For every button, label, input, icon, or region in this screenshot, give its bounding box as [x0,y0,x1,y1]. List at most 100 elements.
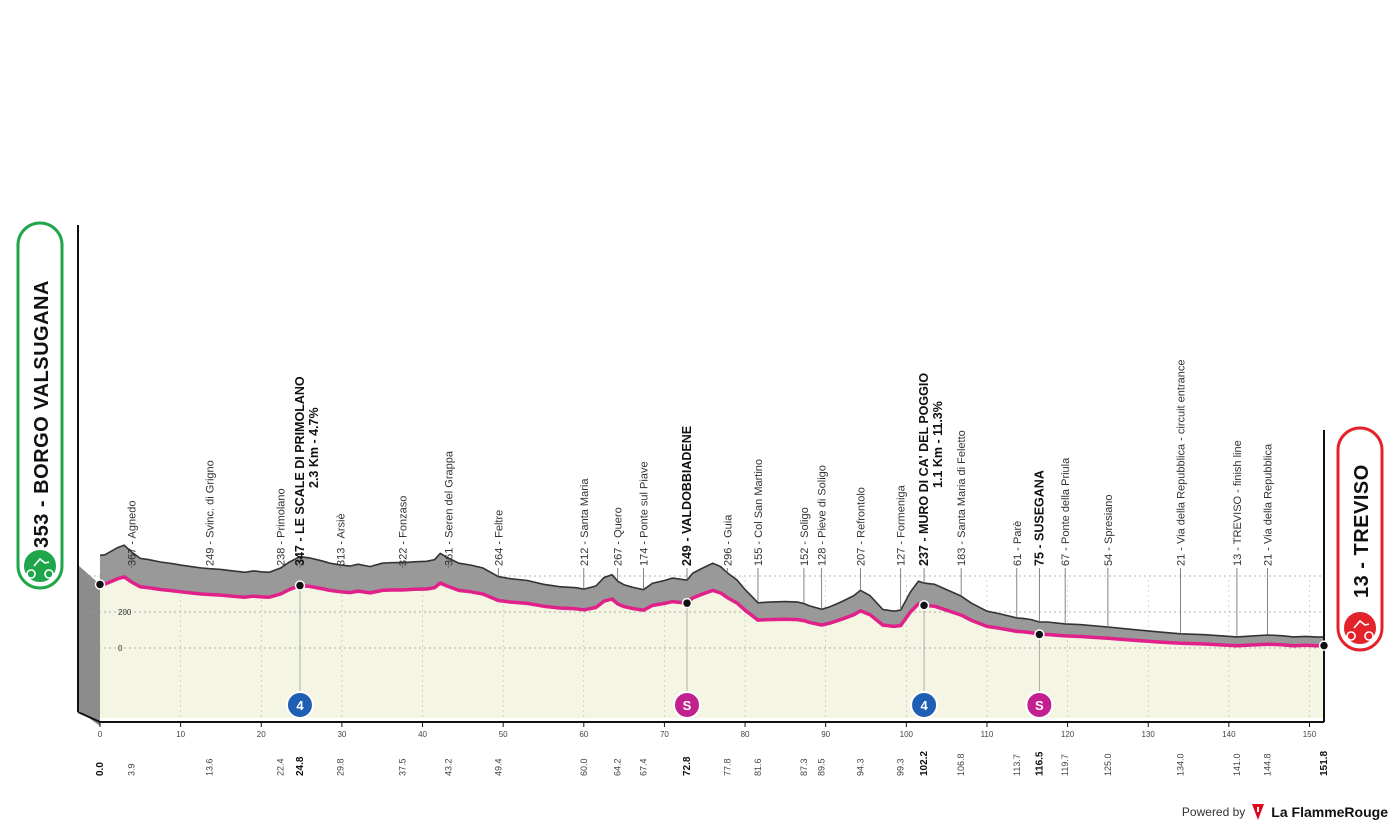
waypoint-label: 21 - Via della Repubblica [1263,443,1275,566]
finish-dot [1318,640,1330,651]
badge-label: 4 [920,698,928,713]
km-label: 0.0 [95,762,106,776]
km-label: 94.3 [855,758,865,776]
brand-name: La FlammeRouge [1271,804,1388,820]
waypoint-labels: 367 - Agnedo 249 - Svinc. di Grigno 238 - … [126,360,1274,566]
km-label: 64.2 [613,758,623,776]
x-tick-label: 20 [257,730,266,739]
x-tick-label: 120 [1061,730,1075,739]
waypoint-label: 249 - Svinc. di Grigno [205,460,217,566]
waypoint-label: 183 - Santa Maria di Feletto [956,430,968,566]
start-flag [16,221,64,590]
waypoint-label: 238 - Primolano [276,488,288,566]
km-label: 77.8 [722,758,732,776]
km-label: 67.4 [638,758,648,776]
km-label: 141.0 [1232,753,1242,776]
climb-detail-label: 1.1 Km - 11.3% [931,401,945,488]
km-label: 113.7 [1012,754,1022,776]
x-tick-label: 150 [1303,730,1317,739]
waypoint-label: 21 - Via della Repubblica - circuit entr… [1175,360,1187,566]
waypoint-label: 174 - Ponte sul Piave [638,461,650,566]
climb-markers: 4 S 4 S [285,580,1054,719]
km-label: 22.4 [276,758,286,776]
sprint-badge [673,691,702,719]
waypoint-label: 267 - Quero [613,507,625,566]
km-label: 134.0 [1175,753,1185,776]
km-label: 37.5 [397,758,407,776]
km-label: 3.9 [126,763,136,776]
km-label: 106.8 [956,753,966,776]
waypoint-label: 249 - VALDOBBIADENE [680,426,694,566]
x-tick-label: 0 [98,730,103,739]
climb-detail-label: 2.3 Km - 4.7% [307,407,321,488]
km-label: 60.0 [579,758,589,776]
km-label: 43.2 [443,758,453,776]
x-tick-label: 10 [176,730,185,739]
start-city-label: 353 - BORGO VALSUGANA [31,280,53,548]
finish-flag [1336,426,1384,652]
waypoint-label: 127 - Formeniga [896,484,908,566]
waypoint-label: 313 - Arsiè [335,513,347,566]
waypoint-label: 207 - Refrontolo [855,487,867,566]
badge-label: S [1035,698,1044,713]
km-label: 125.0 [1103,753,1113,776]
waypoint-leaders [131,551,1268,637]
x-tick-label: 130 [1142,730,1156,739]
waypoint-label: 54 - Spresiano [1103,494,1115,566]
waypoint-label: 237 - MURO DI CA' DEL POGGIO [917,373,931,566]
badge-label: S [683,698,692,713]
start-bike-icon [26,557,54,579]
axes [77,225,1325,723]
route-line [94,575,1330,651]
waypoint-label: 347 - LE SCALE DI PRIMOLANO [293,376,307,566]
waypoint-label: 212 - Santa Maria [579,478,591,566]
km-label: 81.6 [753,758,763,776]
climb-category-badge [910,691,939,719]
x-tick-label: 90 [821,730,830,739]
start-wedge [78,565,100,726]
start-cyclist-icon [22,548,58,584]
ridge-line [99,544,1325,638]
powered-by-text: Powered by [1181,805,1246,819]
relief-area [99,544,1325,646]
x-tick-label: 110 [981,730,994,739]
climb-dot [1034,629,1045,640]
axis-corner [77,711,101,723]
badge-label: 4 [296,698,304,713]
climb-category-badge [285,691,314,719]
relief-band [100,545,1324,646]
km-label: 87.3 [799,758,809,776]
waypoint-label: 361 - Seren del Grappa [443,450,455,566]
km-label: 29.8 [335,758,345,776]
waypoint-label: 264 - Feltre [493,510,505,566]
waypoint-label: 128 - Pieve di Soligo [817,465,829,566]
km-label: 49.4 [493,758,503,776]
x-tick-label: 70 [660,730,669,739]
waypoint-label: 13 - TREVISO - finish line [1232,440,1244,566]
start-finish-flags: 353 - BORGO VALSUGANA 13 - TREVISO [16,221,1384,652]
km-label: 89.5 [817,758,827,776]
route-path [99,575,1325,648]
km-label: 72.8 [682,756,693,776]
km-label: 144.8 [1263,753,1273,776]
flamme-rouge-logo-icon [1252,804,1265,820]
finish-cyclist-icon [1342,610,1378,646]
waypoint-label: 75 - SUSEGANA [1032,470,1046,566]
finish-bike-icon [1346,619,1374,641]
climb-dot [918,600,930,611]
waypoint-label: 152 - Soligo [799,507,811,566]
x-tick-labels: 0 10 20 30 40 50 60 70 80 90 100 110 120 130 140 150 [98,722,1317,739]
ground-fill [100,576,1324,718]
waypoint-label: 367 - Agnedo [126,501,138,566]
km-label: 119.7 [1060,754,1070,776]
km-label: 116.5 [1034,751,1045,776]
x-tick-label: 60 [579,730,588,739]
km-label: 151.8 [1319,751,1330,776]
km-label: 99.3 [896,758,906,776]
x-tick-label: 30 [337,730,346,739]
x-tick-label: 100 [900,730,914,739]
brand-footer: Powered by La FlammeRouge [1182,803,1388,821]
start-dot [94,579,106,590]
x-tick-label: 140 [1222,730,1236,739]
